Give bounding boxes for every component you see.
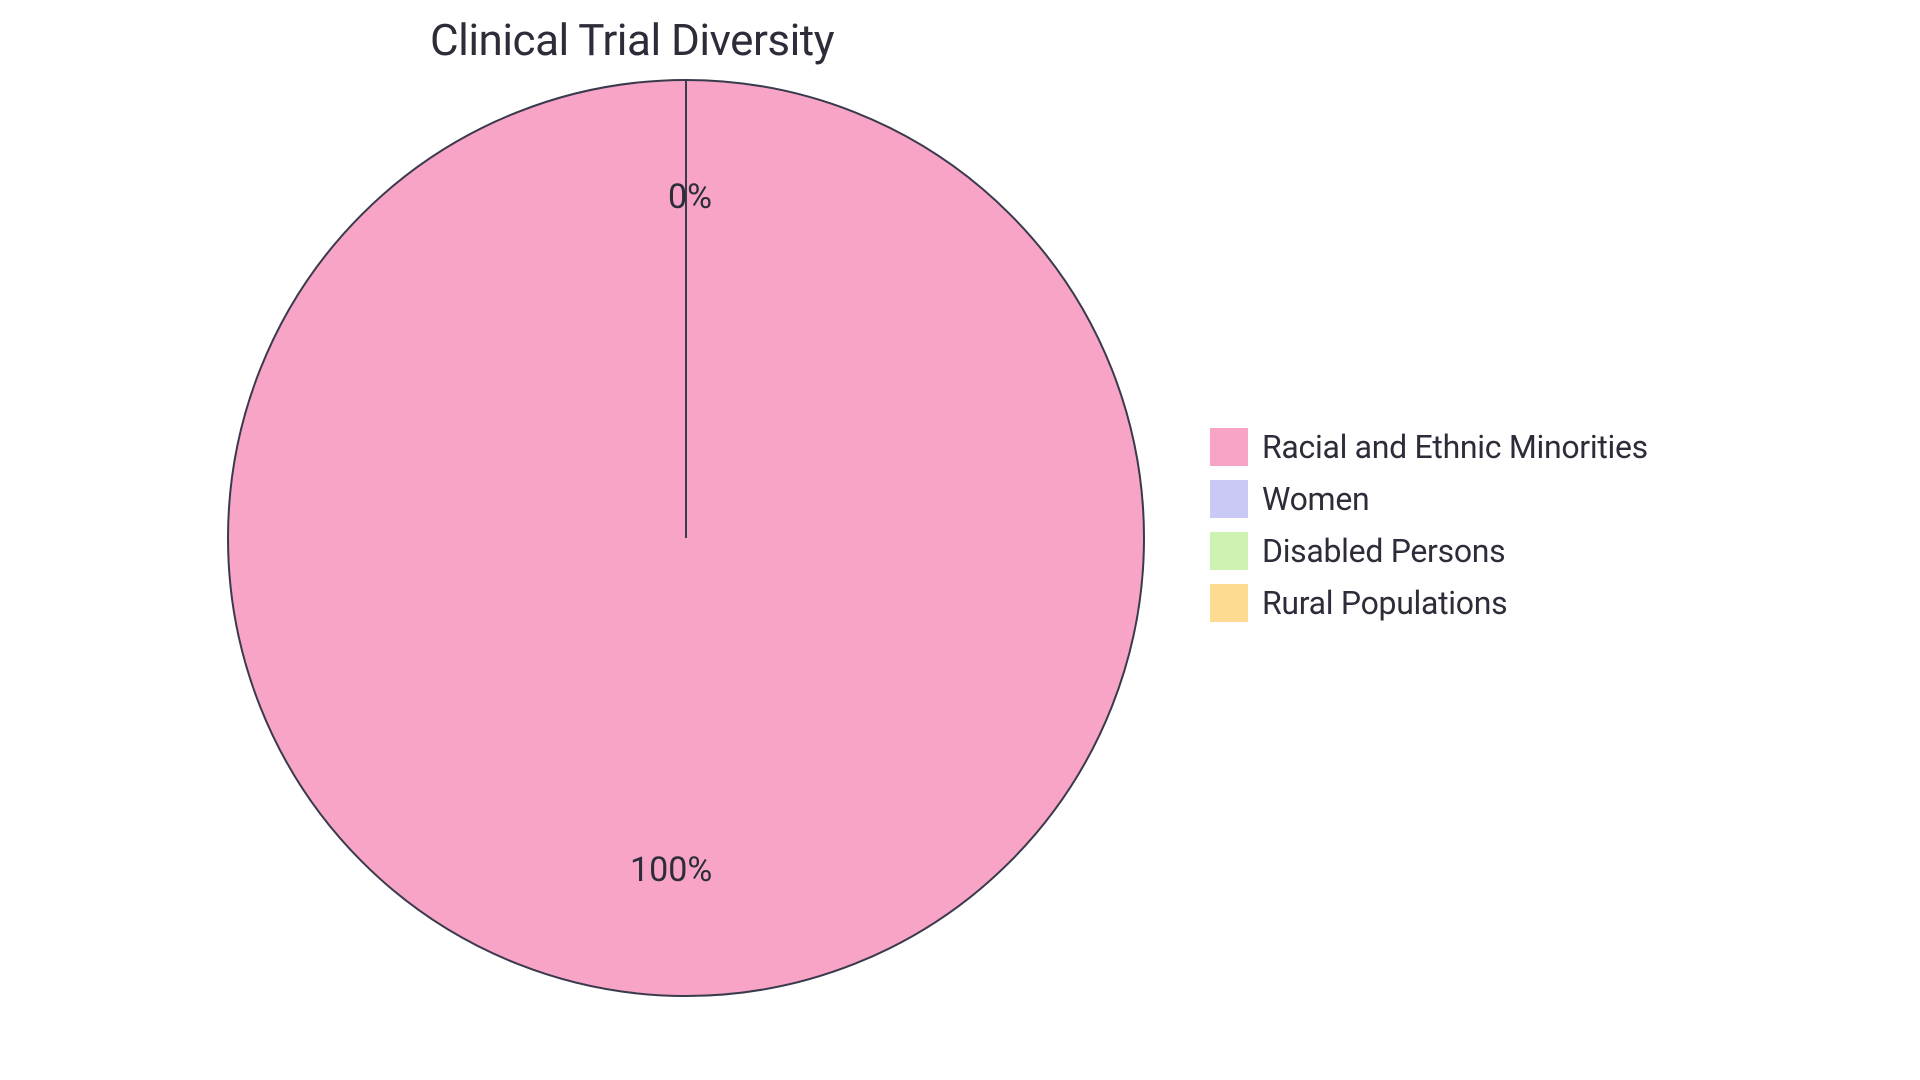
value-label-hundred: 100% [630,850,712,890]
legend-item: Racial and Ethnic Minorities [1210,428,1648,466]
legend-swatch [1210,532,1248,570]
legend-label: Racial and Ethnic Minorities [1262,428,1648,466]
legend-swatch [1210,480,1248,518]
legend-item: Rural Populations [1210,584,1648,622]
legend-item: Women [1210,480,1648,518]
legend-label: Women [1262,480,1369,518]
legend-label: Rural Populations [1262,584,1507,622]
chart-container: Clinical Trial Diversity 0% 100% Racial … [0,0,1920,1080]
value-label-zero: 0% [668,177,712,217]
legend-item: Disabled Persons [1210,532,1648,570]
legend-swatch [1210,428,1248,466]
legend: Racial and Ethnic Minorities Women Disab… [1210,428,1648,622]
chart-title: Clinical Trial Diversity [430,14,834,66]
legend-label: Disabled Persons [1262,532,1505,570]
legend-swatch [1210,584,1248,622]
